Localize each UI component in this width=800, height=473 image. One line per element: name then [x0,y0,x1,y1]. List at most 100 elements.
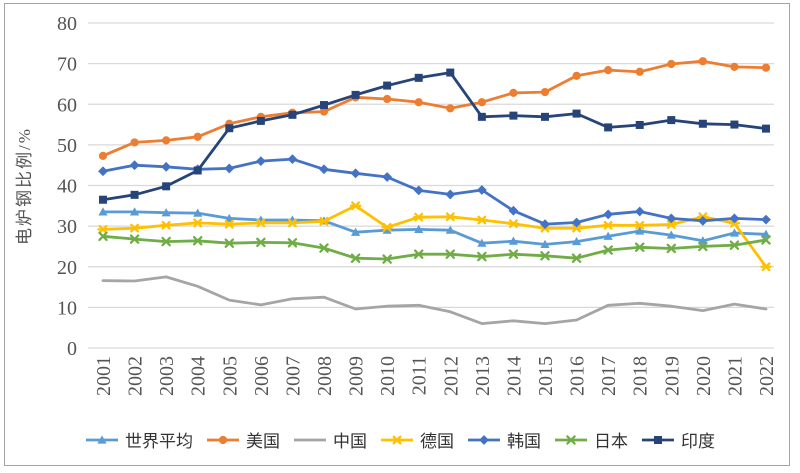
y-tick-label: 10 [57,297,77,319]
data-point-marker [255,156,266,167]
data-point-marker [635,120,644,129]
data-point-marker [729,228,740,237]
data-point-marker [287,218,297,228]
data-point-marker [445,249,456,259]
data-point-marker [730,62,739,71]
data-point-marker [350,227,361,236]
legend-marker [218,435,228,444]
data-point-marker [382,254,392,264]
legend-item-5: 日本 [554,427,628,452]
legend-marker-icon [294,438,326,441]
data-point-marker [413,185,424,196]
x-tick-label: 2009 [346,356,368,396]
data-point-marker [635,226,645,235]
x-tick-label: 2018 [630,356,652,396]
data-point-marker [319,243,329,253]
data-point-marker [762,124,770,133]
legend-item-4: 韩国 [467,427,541,452]
x-tick-label: 2011 [409,356,431,395]
data-point-marker [477,98,486,107]
y-tick-label: 60 [57,94,77,116]
y-tick-label: 70 [57,54,77,76]
legend-label: 中国 [333,432,367,451]
legend-label: 德国 [420,432,454,451]
data-point-marker [319,164,329,175]
data-point-marker [320,101,328,110]
data-point-marker [414,212,424,222]
series-line-5 [101,234,768,261]
data-point-marker [634,242,645,253]
data-point-marker [540,219,550,229]
data-point-marker [256,218,266,228]
data-point-marker [697,215,708,226]
data-point-marker [477,112,486,121]
data-point-marker [730,120,739,129]
data-point-marker [413,249,424,259]
data-point-marker [572,71,581,80]
data-point-marker [761,262,771,272]
data-point-marker [129,207,140,216]
legend-label: 韩国 [507,432,541,451]
legend-marker-icon [207,435,239,444]
series-line-1 [101,59,768,158]
data-point-marker [288,110,297,119]
data-point-marker [162,136,171,145]
legend-marker-icon [555,434,587,445]
legend-label: 美国 [246,432,280,451]
data-point-marker [508,219,518,229]
data-point-marker [477,251,487,262]
data-point-marker [256,116,265,125]
legend-item-1: 美国 [206,427,280,452]
data-point-marker [98,166,108,177]
data-point-marker [383,81,392,90]
data-point-marker [383,94,392,104]
legend-marker [97,434,107,444]
data-point-marker [761,63,771,72]
data-point-marker [698,57,707,66]
data-point-marker [256,237,266,248]
legend-marker-icon [86,434,118,444]
data-point-marker [508,205,519,216]
data-point-marker [603,220,613,230]
data-point-marker [445,189,456,200]
y-axis-title: 电炉钢比例/% [15,127,34,245]
data-point-marker [666,220,676,229]
legend-label: 印度 [681,432,715,451]
data-point-marker [729,240,740,250]
data-point-marker [445,225,455,234]
data-point-marker [540,87,550,97]
data-point-marker [666,230,676,239]
data-point-marker [192,235,203,246]
series-line-0 [101,210,768,246]
series-line-3 [101,204,768,269]
data-point-marker [476,185,487,195]
data-point-marker [287,238,298,248]
data-point-marker [446,104,455,113]
chart-legend: 世界平均 美国 中国 德国 韩国 日本 印度 [0,427,800,452]
data-point-marker [224,219,234,229]
data-point-marker [382,172,393,182]
data-point-marker [98,224,108,234]
data-point-marker [193,218,203,228]
x-tick-label: 2015 [535,356,557,396]
data-point-marker [414,98,423,107]
x-tick-label: 2016 [567,356,589,396]
y-tick-label: 50 [57,135,77,157]
data-point-marker [509,111,518,120]
x-tick-label: 2004 [188,356,210,396]
data-point-marker [129,234,140,244]
data-point-marker [287,154,298,164]
y-tick-label: 80 [57,13,77,35]
data-point-marker [635,220,645,230]
data-point-marker [635,67,644,76]
x-tick-label: 2021 [724,356,746,396]
data-point-marker [319,216,329,226]
data-point-marker [477,238,487,247]
x-tick-label: 2001 [93,356,115,396]
x-tick-label: 2002 [125,356,147,396]
data-point-marker [541,112,549,121]
data-point-marker [603,245,613,255]
series-line-6 [101,71,768,202]
data-point-marker [225,124,234,133]
data-point-marker [604,66,613,75]
